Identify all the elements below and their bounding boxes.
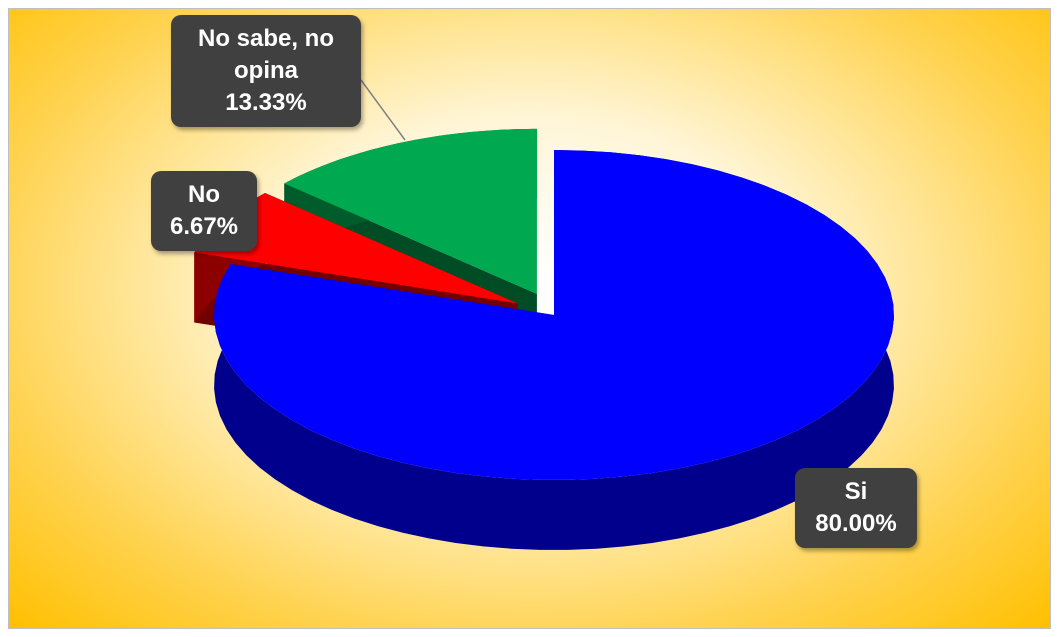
label-value: 6.67% xyxy=(169,213,239,240)
slice xyxy=(284,128,537,294)
data-label: No sabe, no opina 13.33% xyxy=(171,15,361,127)
label-value: 13.33% xyxy=(225,89,307,116)
data-label: No 6.67% xyxy=(151,171,257,251)
data-label: Si 80.00% xyxy=(795,468,917,548)
label-category: Si xyxy=(844,478,868,505)
leader-line xyxy=(360,79,406,141)
label-category: No xyxy=(188,181,220,208)
label-category: No sabe, no opina xyxy=(197,25,335,84)
slice xyxy=(214,150,894,480)
label-value: 80.00% xyxy=(815,510,897,537)
slice xyxy=(194,193,518,304)
